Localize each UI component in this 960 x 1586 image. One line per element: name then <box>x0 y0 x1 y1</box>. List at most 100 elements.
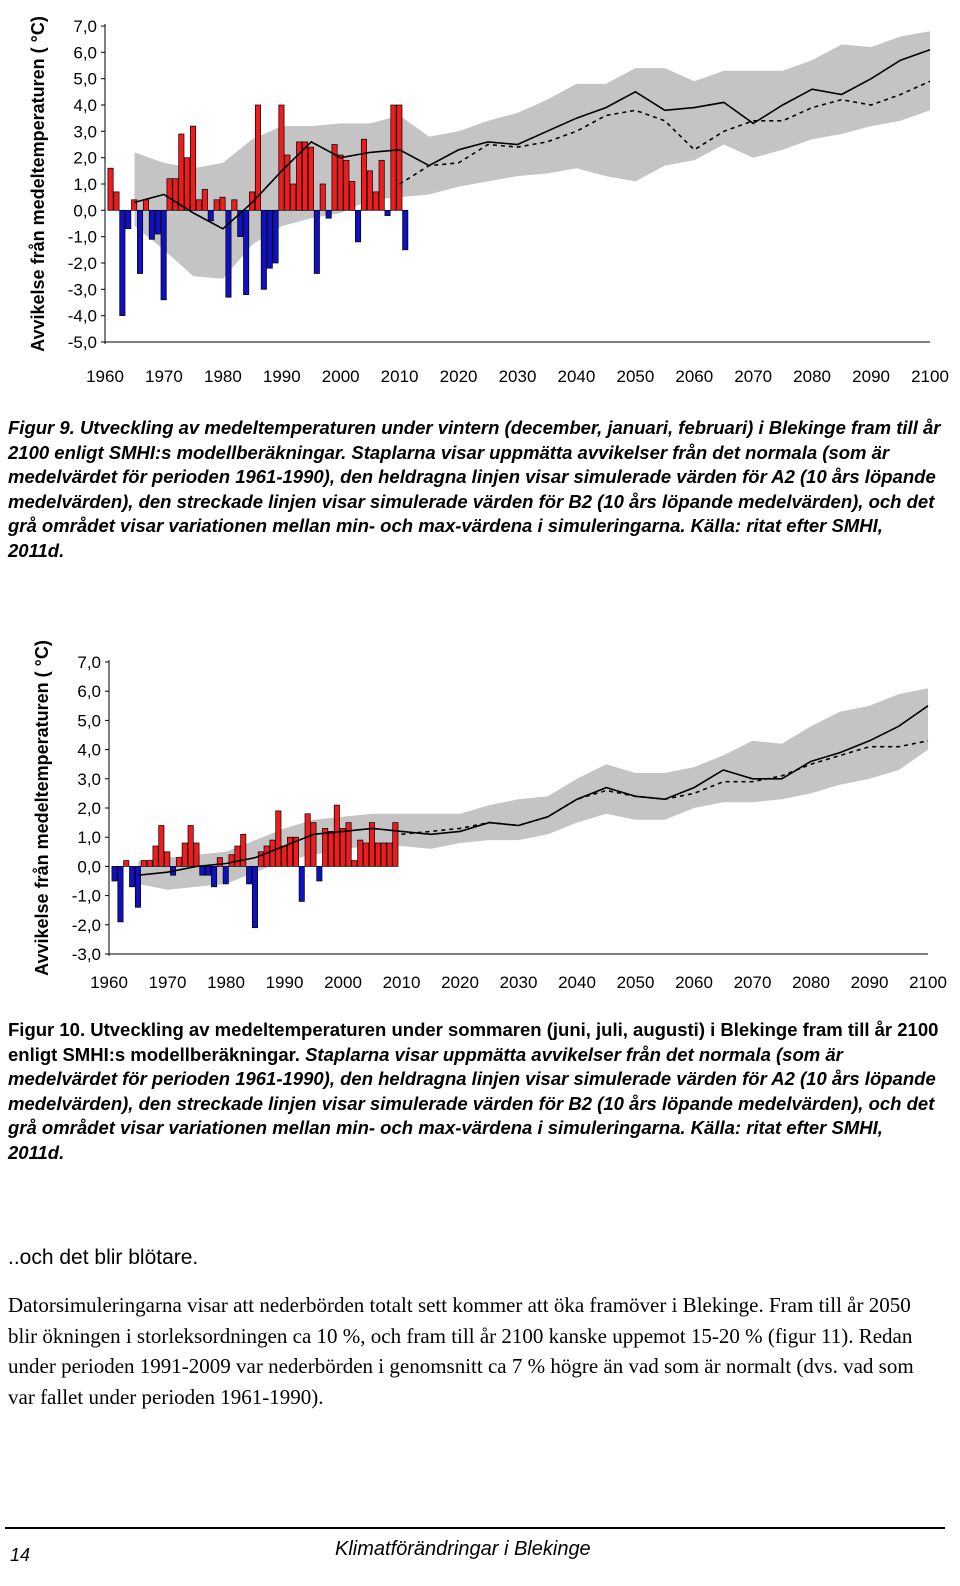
observed-bar-1962 <box>113 191 120 211</box>
observed-bar-1963 <box>123 860 130 867</box>
observed-bar-1962 <box>117 866 124 923</box>
y-tick-label: -4,0 <box>68 307 97 326</box>
observed-bar-1991 <box>284 154 291 211</box>
page-number: 14 <box>10 1545 31 1565</box>
x-tick-label: 2020 <box>441 973 479 992</box>
y-tick-label: 2,0 <box>73 149 97 168</box>
observed-bar-1966 <box>140 860 147 867</box>
y-tick-label: 0,0 <box>77 857 101 876</box>
observed-bar-1961 <box>111 866 118 882</box>
observed-bar-1990 <box>278 104 285 211</box>
observed-bar-1992 <box>292 836 299 867</box>
observed-bar-1999 <box>333 804 340 867</box>
y-axis-title: Avvikelse från medeltemperaturen ( °C) <box>32 640 52 976</box>
x-tick-label: 2080 <box>792 973 830 992</box>
observed-bar-1968 <box>148 209 155 240</box>
observed-bar-2010 <box>396 104 403 211</box>
min-max-range-band <box>138 688 929 890</box>
observed-bar-1969 <box>158 825 165 867</box>
observed-bar-1965 <box>131 199 138 211</box>
y-tick-label: 7,0 <box>73 17 97 36</box>
observed-bar-1978 <box>211 866 218 888</box>
observed-bar-1982 <box>234 845 241 867</box>
figure-10-caption: Figur 10. Utveckling av medeltemperature… <box>8 1018 943 1165</box>
observed-bar-1968 <box>152 845 159 867</box>
observed-bar-1974 <box>187 825 194 867</box>
observed-bar-1980 <box>222 866 229 885</box>
y-tick-label: -3,0 <box>68 280 97 299</box>
observed-bar-1996 <box>316 866 323 882</box>
y-tick-label: 6,0 <box>73 43 97 62</box>
observed-bar-1997 <box>322 828 329 867</box>
y-tick-label: 1,0 <box>73 175 97 194</box>
observed-bar-2000 <box>337 154 344 211</box>
observed-bar-1986 <box>254 104 261 211</box>
observed-bar-2005 <box>366 170 373 211</box>
x-tick-label: 1960 <box>90 973 128 992</box>
observed-bar-1997 <box>319 183 326 211</box>
observed-bar-1993 <box>296 141 303 211</box>
y-tick-label: 4,0 <box>77 741 101 760</box>
x-tick-label: 2050 <box>617 973 655 992</box>
observed-bar-1979 <box>216 857 223 867</box>
y-tick-label: 2,0 <box>77 799 101 818</box>
x-tick-label: 1980 <box>207 973 245 992</box>
x-tick-label: 2100 <box>911 367 949 386</box>
x-tick-label: 1960 <box>86 367 124 386</box>
observed-bar-1985 <box>249 191 256 211</box>
observed-bar-1961 <box>107 167 114 211</box>
observed-bar-1971 <box>166 178 173 211</box>
observed-bar-1988 <box>266 209 273 269</box>
x-tick-label: 1980 <box>204 367 242 386</box>
observed-bar-1984 <box>243 209 250 295</box>
x-tick-label: 2100 <box>909 973 947 992</box>
observed-bar-1981 <box>228 854 235 867</box>
observed-bar-2009 <box>390 104 397 211</box>
x-tick-label: 2000 <box>322 367 360 386</box>
observed-bar-2003 <box>355 209 362 243</box>
observed-bar-1988 <box>269 839 276 867</box>
y-tick-label: -5,0 <box>68 333 97 352</box>
observed-bar-1980 <box>219 196 226 211</box>
observed-bar-1964 <box>129 866 136 888</box>
observed-bar-1987 <box>263 845 270 867</box>
observed-bar-1970 <box>160 209 167 301</box>
observed-bar-1965 <box>134 866 141 908</box>
observed-bar-1989 <box>275 810 282 867</box>
section-heading: ..och det blir blötare. <box>8 1246 199 1269</box>
y-tick-label: -2,0 <box>68 254 97 273</box>
observed-bar-1983 <box>237 209 244 237</box>
observed-bar-1963 <box>119 209 126 316</box>
observed-bar-1991 <box>287 836 294 867</box>
observed-bar-1986 <box>257 851 264 867</box>
observed-bar-2008 <box>384 209 391 216</box>
x-tick-label: 2000 <box>324 973 362 992</box>
x-tick-label: 1970 <box>149 973 187 992</box>
series-line-b2 <box>399 80 931 185</box>
observed-bar-1992 <box>290 183 297 211</box>
x-tick-label: 2020 <box>440 367 478 386</box>
observed-bar-2001 <box>343 159 350 211</box>
observed-bar-1967 <box>146 860 153 867</box>
y-tick-label: -2,0 <box>72 916 101 935</box>
body-paragraph: Datorsimuleringarna visar att nederbörde… <box>8 1293 914 1409</box>
x-tick-label: 2080 <box>793 367 831 386</box>
observed-bar-1984 <box>246 866 253 885</box>
observed-bar-1975 <box>193 842 200 867</box>
observed-bar-1987 <box>260 209 267 290</box>
y-tick-label: 7,0 <box>77 653 101 672</box>
observed-bar-1966 <box>137 209 144 274</box>
observed-bar-1967 <box>142 199 149 211</box>
observed-bar-1995 <box>310 822 317 867</box>
x-tick-label: 2060 <box>675 367 713 386</box>
x-tick-label: 2070 <box>734 367 772 386</box>
y-tick-label: 0,0 <box>73 201 97 220</box>
x-tick-label: 2040 <box>558 973 596 992</box>
y-tick-label: 3,0 <box>77 770 101 789</box>
x-tick-label: 2040 <box>557 367 595 386</box>
x-tick-label: 2070 <box>734 973 772 992</box>
observed-bar-1998 <box>325 209 332 219</box>
x-tick-label: 1990 <box>266 973 304 992</box>
footer-title: Klimatförändringar i Blekinge <box>335 1538 591 1560</box>
x-tick-label: 2090 <box>852 367 890 386</box>
